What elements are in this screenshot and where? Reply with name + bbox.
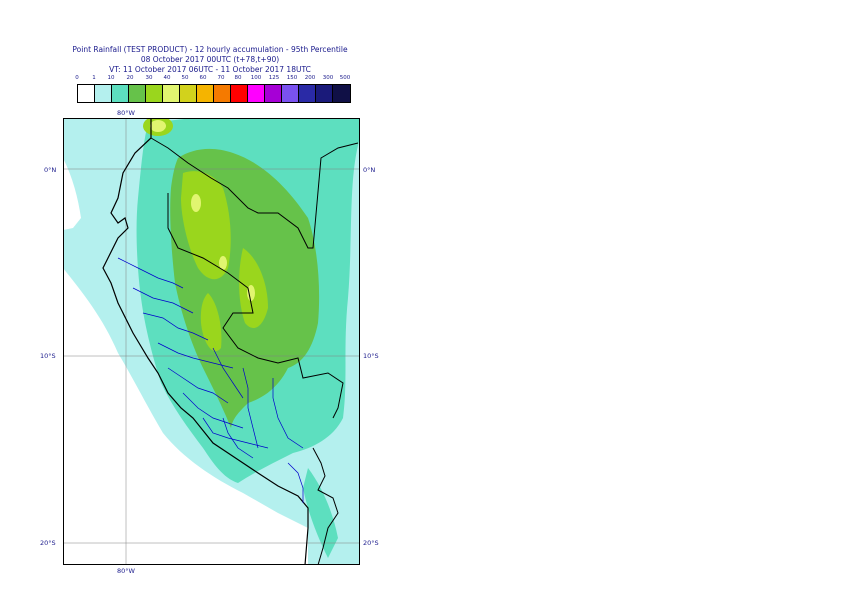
lat-label-left: 0°N xyxy=(44,166,57,174)
legend-label: 50 xyxy=(181,75,189,81)
lon-label-top: 80°W xyxy=(117,109,135,117)
rain-band-30-40 xyxy=(200,293,222,352)
legend-label: 30 xyxy=(145,75,153,81)
legend-label: 150 xyxy=(286,75,298,81)
legend-label: 125 xyxy=(268,75,280,81)
rain-band-40-50 xyxy=(191,194,201,212)
lat-label-right: 10°S xyxy=(363,352,379,360)
legend-swatch xyxy=(333,85,350,102)
map-canvas xyxy=(63,118,360,565)
legend-label: 1 xyxy=(92,75,96,81)
legend-swatch xyxy=(163,85,180,102)
legend-label: 500 xyxy=(339,75,351,81)
legend-label: 80 xyxy=(234,75,242,81)
legend-swatch xyxy=(197,85,214,102)
rain-band-40-50 xyxy=(247,285,255,301)
legend-label: 200 xyxy=(304,75,316,81)
country-border xyxy=(150,137,359,249)
legend-swatch xyxy=(248,85,265,102)
legend-label: 10 xyxy=(107,75,115,81)
legend-label: 300 xyxy=(322,75,334,81)
map-title: Point Rainfall (TEST PRODUCT) - 12 hourl… xyxy=(72,45,348,54)
legend-swatch xyxy=(129,85,146,102)
dry-ocean-area xyxy=(63,268,308,565)
lat-label-right: 0°N xyxy=(363,166,376,174)
lon-label-bottom: 80°W xyxy=(117,567,135,575)
legend-label: 70 xyxy=(217,75,225,81)
country-border xyxy=(167,193,344,419)
rain-band-40-50 xyxy=(150,120,166,132)
rainfall-map[interactable] xyxy=(63,118,360,565)
legend-labels: 0 1 10 20 30 40 50 60 70 80 100 125 150 … xyxy=(69,75,359,85)
color-legend xyxy=(77,84,351,103)
legend-swatch xyxy=(146,85,163,102)
legend-label: 20 xyxy=(126,75,134,81)
lat-label-right: 20°S xyxy=(363,539,379,547)
legend-label: 0 xyxy=(75,75,79,81)
dry-ocean-area xyxy=(63,158,81,230)
valid-time-label: VT: 11 October 2017 06UTC - 11 October 2… xyxy=(109,65,311,74)
rain-band-40-50 xyxy=(219,256,227,270)
legend-swatch xyxy=(180,85,197,102)
coastline xyxy=(102,118,309,565)
country-border xyxy=(312,447,339,565)
legend-swatch xyxy=(299,85,316,102)
lat-label-left: 10°S xyxy=(40,352,56,360)
run-time-label: 08 October 2017 00UTC (t+78,t+90) xyxy=(140,55,280,64)
legend-swatch xyxy=(214,85,231,102)
legend-swatch xyxy=(231,85,248,102)
regional-borders xyxy=(117,257,304,503)
legend-swatch xyxy=(316,85,333,102)
legend-swatch xyxy=(282,85,299,102)
rain-band-10-20 xyxy=(303,468,338,558)
legend-label: 60 xyxy=(199,75,207,81)
legend-label: 40 xyxy=(163,75,171,81)
legend-swatch xyxy=(265,85,282,102)
legend-swatch xyxy=(78,85,95,102)
legend-label: 100 xyxy=(250,75,262,81)
legend-swatch xyxy=(95,85,112,102)
lat-label-left: 20°S xyxy=(40,539,56,547)
legend-swatch xyxy=(112,85,129,102)
